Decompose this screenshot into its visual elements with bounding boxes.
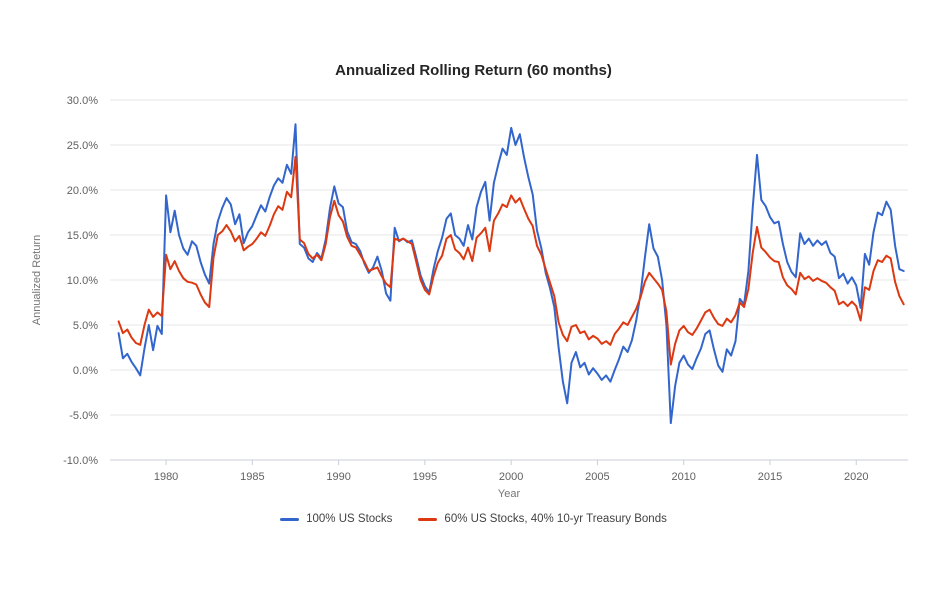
x-tick-label: 1980 [154,471,178,483]
x-tick-label: 2005 [585,471,609,483]
x-tick-label: 1995 [413,471,437,483]
legend-label: 60% US Stocks, 40% 10-yr Treasury Bonds [444,513,667,525]
series-line-1[interactable] [117,155,905,366]
x-tick-label: 1990 [326,471,350,483]
y-tick-label: 25.0% [67,140,98,152]
x-tick-label: 2010 [671,471,695,483]
y-tick-label: -5.0% [69,410,98,422]
legend-swatch-icon [418,517,438,521]
legend-swatch-icon [280,517,300,521]
y-tick-label: 15.0% [67,230,98,242]
x-axis-title: Year [497,488,521,500]
y-axis-title: Annualized Return [31,234,43,326]
y-tick-label: 30.0% [67,95,98,107]
x-tick-label: 2020 [844,471,868,483]
y-tick-label: 0.0% [73,365,98,377]
x-tick-label: 2015 [758,471,782,483]
legend: 100% US Stocks 60% US Stocks, 40% 10-yr T… [0,513,947,525]
x-tick-label: 2000 [499,471,523,483]
series-line-0[interactable] [117,123,905,425]
y-tick-label: 5.0% [73,320,98,332]
legend-item-0: 100% US Stocks [280,513,392,525]
y-tick-label: 20.0% [67,185,98,197]
x-tick-label: 1985 [240,471,264,483]
legend-label: 100% US Stocks [306,513,393,525]
y-tick-label: 10.0% [67,275,98,287]
chart-title: Annualized Rolling Return (60 months) [335,62,612,79]
legend-item-1: 60% US Stocks, 40% 10-yr Treasury Bonds [418,513,667,525]
y-tick-label: -10.0% [63,455,98,467]
